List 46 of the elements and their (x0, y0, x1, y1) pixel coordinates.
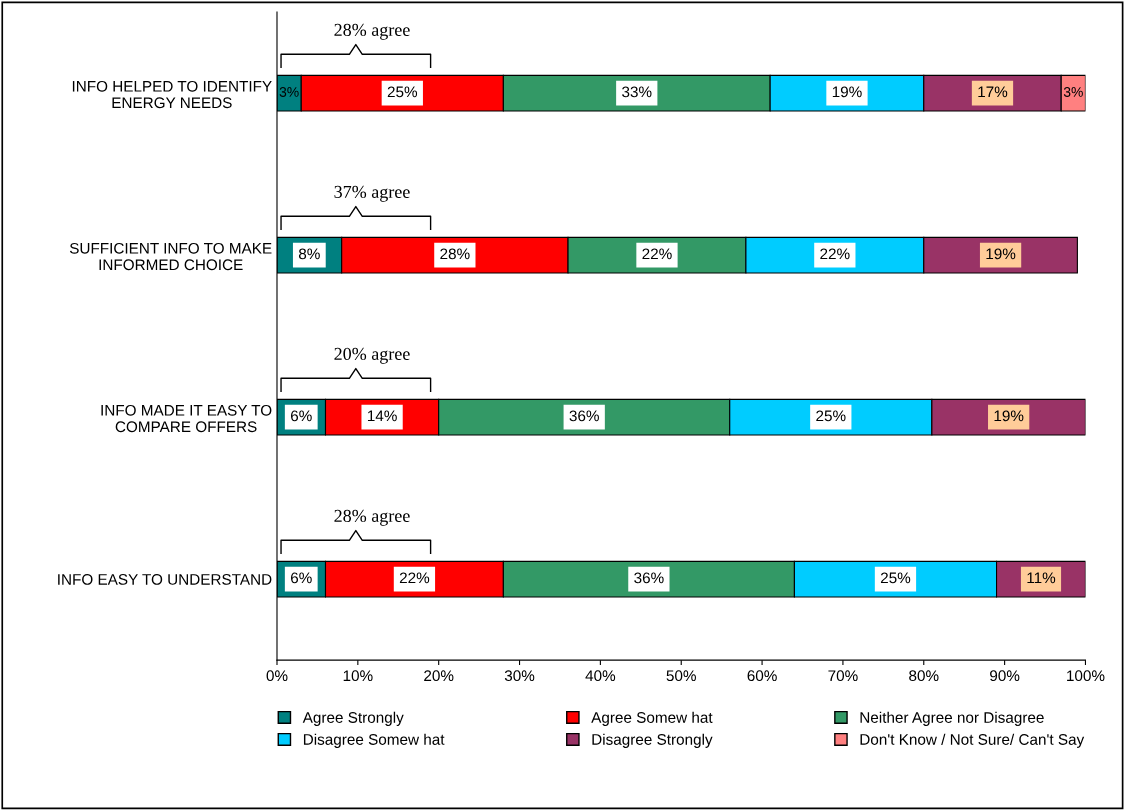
data-label: 28% (440, 248, 470, 260)
legend-label: Neither Agree nor Disagree (860, 711, 1044, 726)
x-tick-label: 20% (424, 670, 454, 682)
annotation: 28% agree (334, 509, 410, 526)
data-label: 19% (832, 86, 862, 98)
annotation: 37% agree (334, 185, 410, 202)
data-label: 3% (279, 87, 299, 97)
legend-label: Disagree Strongly (592, 733, 713, 748)
annotation: 28% agree (334, 23, 410, 40)
x-tick-label: 0% (266, 670, 288, 682)
data-label: 8% (298, 248, 320, 260)
data-label: 25% (816, 410, 846, 422)
legend-label: Agree Strongly (302, 711, 404, 726)
data-label: 33% (622, 86, 652, 98)
y-tick-label: INFO HELPED TO IDENTIFY ENERGY NEEDS (72, 80, 272, 109)
x-tick-label: 80% (909, 670, 939, 682)
x-tick-label: 60% (747, 670, 777, 682)
data-label: 25% (387, 86, 418, 98)
data-label: 6% (290, 410, 312, 422)
data-label: 14% (367, 410, 397, 422)
legend-label: Disagree Somew hat (303, 733, 445, 748)
data-label: 36% (569, 410, 599, 422)
data-label: 36% (634, 572, 664, 584)
y-tick-label: INFO EASY TO UNDERSTAND (58, 574, 272, 585)
data-label: 25% (880, 572, 911, 584)
x-tick-label: 10% (343, 670, 373, 682)
legend-label: Don't Know / Not Sure/ Can't Say (860, 733, 1085, 748)
annotation: 20% agree (334, 347, 410, 364)
x-tick-label: 40% (585, 670, 616, 682)
data-label: 22% (642, 248, 672, 260)
data-label: 22% (399, 572, 430, 584)
y-tick-label: SUFFICIENT INFO TO MAKE INFORMED CHOICE (69, 242, 272, 271)
data-label: 17% (978, 86, 1008, 98)
data-label: 19% (986, 248, 1016, 260)
y-tick-label: INFO MADE IT EASY TO COMPARE OFFERS (101, 404, 272, 433)
x-tick-label: 30% (504, 670, 535, 682)
data-label: 19% (994, 410, 1024, 422)
data-label: 6% (290, 572, 312, 584)
legend-label: Agree Somew hat (591, 711, 713, 726)
data-label: 11% (1027, 572, 1056, 584)
x-tick-label: 70% (828, 670, 858, 682)
x-tick-label: 100% (1067, 670, 1105, 682)
data-label: 3% (1063, 87, 1083, 97)
x-tick-label: 90% (990, 670, 1020, 682)
x-tick-label: 50% (666, 670, 696, 682)
data-label: 22% (820, 248, 850, 260)
